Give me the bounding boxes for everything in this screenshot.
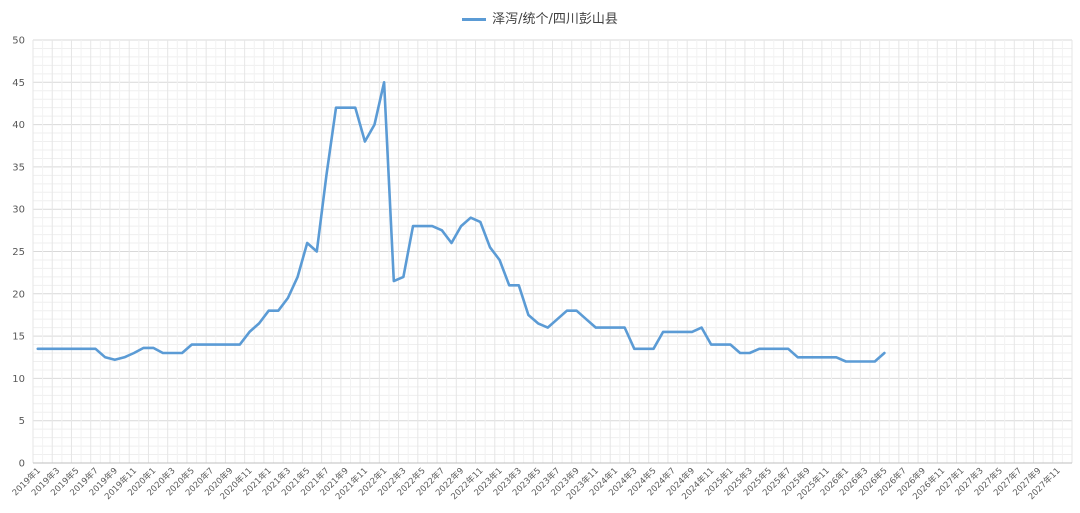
series-line [36, 81, 886, 363]
y-tick-label: 30 [12, 205, 25, 216]
y-tick-label: 5 [19, 416, 25, 427]
y-tick-label: 35 [12, 162, 25, 173]
y-tick-label: 25 [12, 247, 25, 258]
chart-legend: 泽泻/统个/四川彭山县 [0, 8, 1080, 27]
chart-series [36, 81, 886, 363]
legend-swatch [462, 18, 487, 21]
y-tick-label: 15 [12, 332, 25, 343]
legend-label: 泽泻/统个/四川彭山县 [492, 12, 618, 27]
y-tick-label: 10 [12, 374, 25, 385]
y-tick-label: 45 [12, 78, 25, 89]
chart-grid [32, 39, 1073, 464]
y-tick-label: 20 [12, 289, 25, 300]
y-tick-label: 50 [12, 36, 25, 47]
y-tick-label: 0 [19, 459, 25, 470]
y-tick-label: 40 [12, 120, 25, 131]
